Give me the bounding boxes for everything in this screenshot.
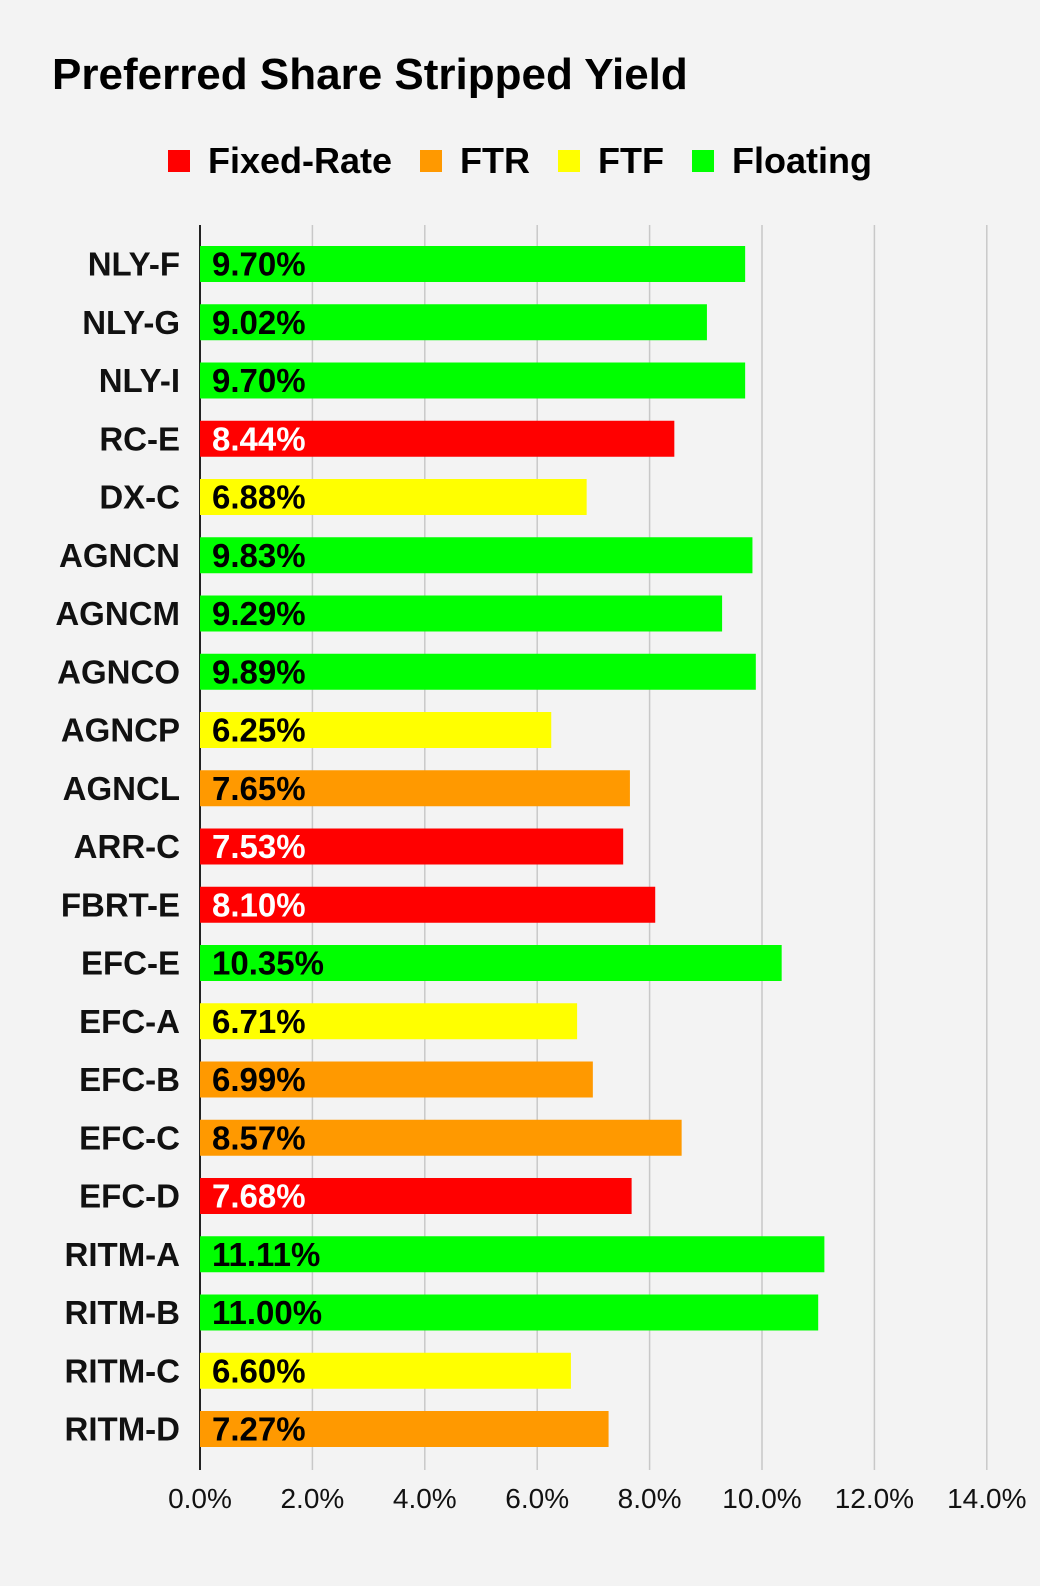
- bar: [200, 537, 753, 574]
- legend-label-ftf: FTF: [598, 140, 665, 181]
- value-label: 6.88%: [212, 479, 306, 516]
- bar: [200, 1411, 609, 1447]
- x-tick-label: 2.0%: [280, 1483, 344, 1514]
- legend-item-ftf: FTF: [558, 140, 664, 182]
- x-tick-label: 10.0%: [722, 1483, 801, 1514]
- value-label: 7.53%: [212, 828, 306, 865]
- category-label: AGNCP: [61, 712, 180, 749]
- bar: [200, 828, 624, 865]
- category-label: NLY-G: [82, 304, 180, 341]
- value-label: 6.60%: [212, 1352, 306, 1389]
- legend-label-fixed-rate: Fixed-Rate: [208, 140, 393, 181]
- value-label: 11.11%: [212, 1236, 320, 1273]
- category-label: AGNCM: [55, 595, 180, 632]
- x-tick-label: 6.0%: [505, 1483, 569, 1514]
- category-label: AGNCO: [57, 653, 180, 690]
- category-label: EFC-C: [79, 1119, 180, 1156]
- category-label: RITM-C: [65, 1352, 180, 1389]
- bar: [200, 595, 723, 632]
- bar: [200, 770, 630, 807]
- legend-swatch-ftf: [558, 150, 581, 172]
- category-label: FBRT-E: [61, 886, 180, 923]
- x-tick-label: 14.0%: [947, 1483, 1026, 1514]
- legend-swatch-fixed-rate: [168, 150, 190, 172]
- bar: [200, 1236, 825, 1273]
- value-label: 9.02%: [212, 304, 306, 341]
- value-label: 9.89%: [212, 653, 306, 690]
- bar: [200, 304, 707, 341]
- value-label: 11.00%: [212, 1294, 322, 1331]
- bar: [200, 653, 756, 690]
- bar: [200, 712, 552, 748]
- value-label: 6.25%: [212, 712, 306, 749]
- legend: Fixed-Rate FTR FTF Floating: [0, 140, 1040, 182]
- value-label: 9.29%: [212, 595, 306, 632]
- value-label: 7.27%: [212, 1411, 306, 1448]
- value-label: 8.10%: [212, 886, 306, 923]
- category-label: EFC-A: [79, 1003, 180, 1040]
- bar: [200, 886, 656, 923]
- category-label: ARR-C: [74, 828, 180, 865]
- bar: [200, 1294, 819, 1331]
- value-label: 8.57%: [212, 1119, 306, 1156]
- category-label: RITM-A: [65, 1236, 180, 1273]
- legend-label-ftr: FTR: [460, 140, 531, 181]
- legend-item-floating: Floating: [692, 140, 872, 182]
- legend-swatch-ftr: [420, 150, 443, 172]
- bar: [200, 479, 587, 515]
- category-label: RC-E: [99, 420, 180, 457]
- value-label: 7.65%: [212, 770, 306, 807]
- x-tick-label: 12.0%: [835, 1483, 914, 1514]
- category-label: EFC-E: [81, 945, 180, 982]
- category-label: RITM-B: [65, 1294, 180, 1331]
- value-label: 10.35%: [212, 945, 324, 982]
- value-label: 9.70%: [212, 362, 306, 399]
- x-tick-label: 8.0%: [618, 1483, 682, 1514]
- legend-item-fixed-rate: Fixed-Rate: [168, 140, 392, 182]
- bar: [200, 945, 782, 981]
- x-tick-label: 4.0%: [393, 1483, 457, 1514]
- legend-swatch-floating: [692, 150, 715, 172]
- bar: [200, 420, 675, 457]
- category-label: EFC-B: [79, 1061, 180, 1098]
- bar: [200, 362, 746, 399]
- x-tick-label: 0.0%: [168, 1483, 232, 1514]
- bar: [200, 1352, 571, 1389]
- chart-title: Preferred Share Stripped Yield: [52, 50, 688, 99]
- bar: [200, 1061, 593, 1098]
- legend-item-ftr: FTR: [420, 140, 530, 182]
- category-label: AGNCL: [63, 770, 180, 807]
- value-label: 8.44%: [212, 420, 306, 457]
- legend-label-floating: Floating: [732, 140, 872, 181]
- category-label: NLY-I: [99, 362, 180, 399]
- category-label: RITM-D: [65, 1411, 180, 1448]
- bar: [200, 1178, 632, 1214]
- value-label: 6.99%: [212, 1061, 306, 1098]
- value-label: 7.68%: [212, 1178, 306, 1215]
- value-label: 9.83%: [212, 537, 306, 574]
- category-label: EFC-D: [79, 1178, 180, 1215]
- bar: [200, 1119, 682, 1156]
- value-label: 9.70%: [212, 246, 306, 283]
- category-label: NLY-F: [88, 246, 180, 283]
- bar: [200, 1003, 578, 1040]
- bar: [200, 246, 746, 282]
- value-label: 6.71%: [212, 1003, 306, 1040]
- category-label: AGNCN: [59, 537, 180, 574]
- category-label: DX-C: [99, 479, 180, 516]
